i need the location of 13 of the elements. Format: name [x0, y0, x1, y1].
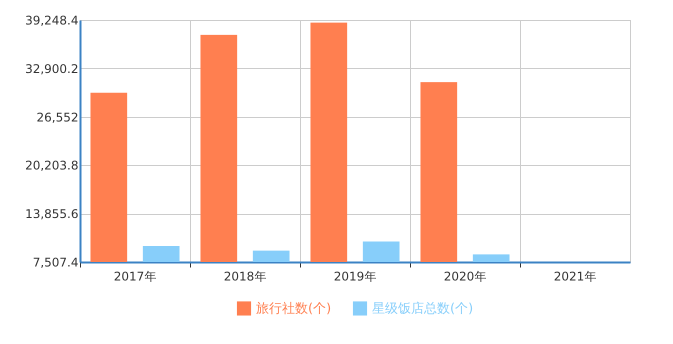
x-tick-label: 2020年 [444, 270, 486, 284]
y-tick-label: 13,855.6 [25, 207, 78, 222]
x-tick-label: 2019年 [334, 270, 376, 284]
y-tick-label: 7,507.4 [32, 256, 78, 270]
y-tick-label: 26,552 [36, 110, 78, 124]
x-tick-label: 2017年 [114, 270, 156, 284]
legend-label: 星级饭店总数(个) [372, 300, 474, 316]
x-tick-label: 2018年 [224, 270, 266, 284]
y-tick-label: 20,203.8 [25, 158, 78, 173]
y-tick-label: 32,900.2 [25, 62, 78, 76]
legend-label: 旅行社数(个) [256, 301, 332, 316]
x-tick-label: 2021年 [554, 270, 596, 284]
y-tick-label: 39,248.4 [25, 14, 78, 28]
